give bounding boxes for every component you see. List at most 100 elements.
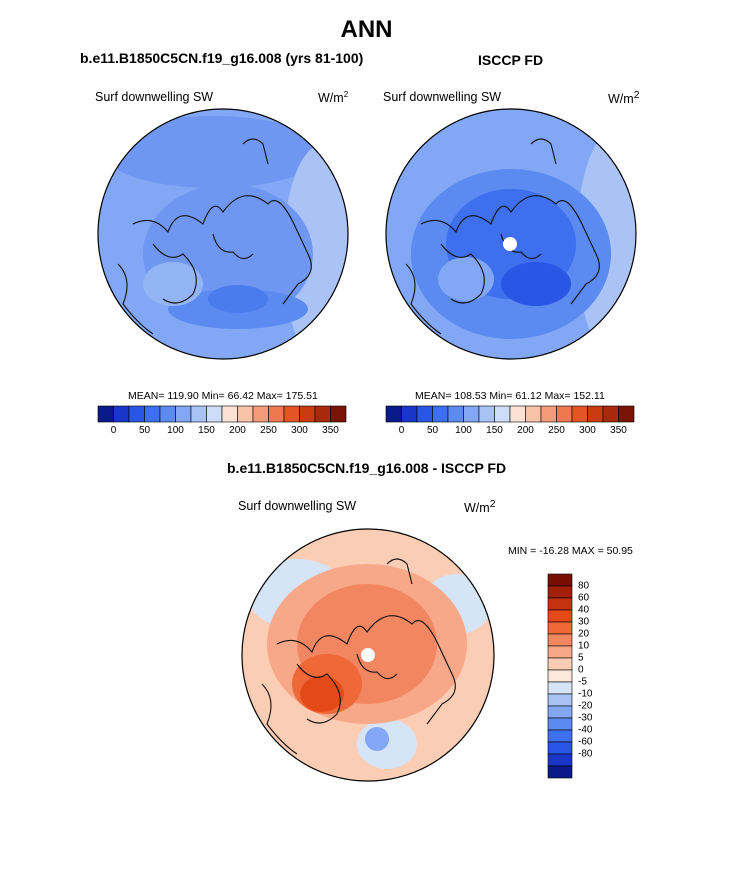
bottom-variable-label: Surf downwelling SW [238,499,357,513]
colorbar-tick-label: 150 [486,425,503,436]
colorbar-tick-label: -80 [578,748,593,760]
colorbar-tick-label: -20 [578,700,593,712]
colorbar-swatch [314,405,331,423]
colorbar-tick-label: 250 [548,425,565,436]
map-obs [385,108,637,360]
panel-bottom-title: b.e11.B1850C5CN.f19_g16.008 - ISCCP FD [227,460,507,476]
colorbar-swatch [432,405,449,423]
panel-left-title: b.e11.B1850C5CN.f19_g16.008 (yrs 81-100) [80,50,364,66]
colorbar-tick-label: -60 [578,736,593,748]
colorbar-tick-label: 0 [398,425,405,436]
colorbar-swatch [547,573,573,587]
colorbar-swatch [547,621,573,635]
colorbar-swatch [494,405,511,423]
colorbar-swatch [401,405,418,423]
colorbar-swatch [547,753,573,767]
colorbar-swatch [547,609,573,623]
colorbar-swatch [206,405,223,423]
colorbar-swatch [556,405,573,423]
colorbar-swatch [252,405,269,423]
colorbar-tick-label: -40 [578,724,593,736]
colorbar-right-ticks: 0 50 100 150 200 250 300 350 [386,425,634,439]
colorbar-swatch [547,669,573,683]
map-model [97,108,349,360]
colorbar-tick-label: 80 [578,580,590,592]
colorbar-swatch [571,405,588,423]
colorbar-tick-label: 5 [578,652,584,664]
colorbar-tick-label: 40 [578,604,590,616]
left-stats: MEAN= 119.90 Min= 66.42 Max= 175.51 [128,390,318,402]
colorbar-tick-label: 30 [578,616,590,628]
colorbar-swatch [159,405,176,423]
colorbar-swatch [547,585,573,599]
right-variable-label: Surf downwelling SW [383,90,502,104]
colorbar-swatch [144,405,161,423]
colorbar-swatch [547,705,573,719]
colorbar-swatch [385,405,402,423]
colorbar-swatch [268,405,285,423]
colorbar-swatch [237,405,254,423]
colorbar-swatch [330,405,347,423]
colorbar-swatch [547,741,573,755]
bottom-stats: MIN = -16.28 MAX = 50.95 [508,545,633,557]
colorbar-swatch [175,405,192,423]
colorbar-swatch [190,405,207,423]
colorbar-swatch [587,405,604,423]
colorbar-difference [547,573,573,779]
colorbar-swatch [299,405,316,423]
colorbar-swatch [547,681,573,695]
colorbar-tick-label: -5 [578,676,587,688]
colorbar-swatch [283,405,300,423]
colorbar-left-ticks: 0 50 100 150 200 250 300 350 [98,425,346,439]
colorbar-tick-label: 300 [579,425,596,436]
colorbar-tick-label: 350 [322,425,339,436]
colorbar-swatch [547,597,573,611]
right-stats: MEAN= 108.53 Min= 61.12 Max= 152.11 [415,390,605,402]
colorbar-tick-label: -10 [578,688,593,700]
colorbar-swatch [540,405,557,423]
colorbar-swatch [221,405,238,423]
colorbar-swatch [525,405,542,423]
colorbar-tick-label: 60 [578,592,590,604]
colorbar-left [97,405,347,423]
colorbar-swatch [547,693,573,707]
colorbar-tick-label: 200 [517,425,534,436]
panel-right-title: ISCCP FD [478,52,544,68]
colorbar-swatch [113,405,130,423]
colorbar-tick-label: 0 [110,425,117,436]
colorbar-tick-label: 200 [229,425,246,436]
colorbar-tick-label: 0 [578,664,584,676]
colorbar-swatch [547,645,573,659]
colorbar-tick-label: 100 [167,425,184,436]
colorbar-swatch [602,405,619,423]
colorbar-swatch [547,633,573,647]
colorbar-right [385,405,635,423]
left-variable-label: Surf downwelling SW [95,90,214,104]
colorbar-swatch [547,717,573,731]
right-units-label: W/m2 [608,90,640,107]
colorbar-tick-label: 250 [260,425,277,436]
colorbar-swatch [509,405,526,423]
colorbar-swatch [447,405,464,423]
colorbar-swatch [416,405,433,423]
colorbar-swatch [463,405,480,423]
left-units-label: W/m2 [318,90,349,106]
bottom-units-label: W/m2 [464,499,496,516]
figure-title: ANN [340,16,393,43]
colorbar-swatch [97,405,114,423]
colorbar-swatch [128,405,145,423]
colorbar-swatch [478,405,495,423]
colorbar-swatch [547,729,573,743]
colorbar-difference-ticks: 80 60 40 30 20 10 5 0 -5 -10 -20 -30 -40 -60 -80 [578,574,618,778]
map-difference [241,528,495,782]
colorbar-tick-label: 50 [426,425,439,436]
colorbar-tick-label: 20 [578,628,590,640]
colorbar-swatch [547,765,573,779]
colorbar-swatch [618,405,635,423]
colorbar-tick-label: 10 [578,640,590,652]
colorbar-tick-label: 150 [198,425,215,436]
colorbar-tick-label: 300 [291,425,308,436]
colorbar-tick-label: 350 [610,425,627,436]
colorbar-tick-label: -30 [578,712,593,724]
colorbar-tick-label: 50 [138,425,151,436]
